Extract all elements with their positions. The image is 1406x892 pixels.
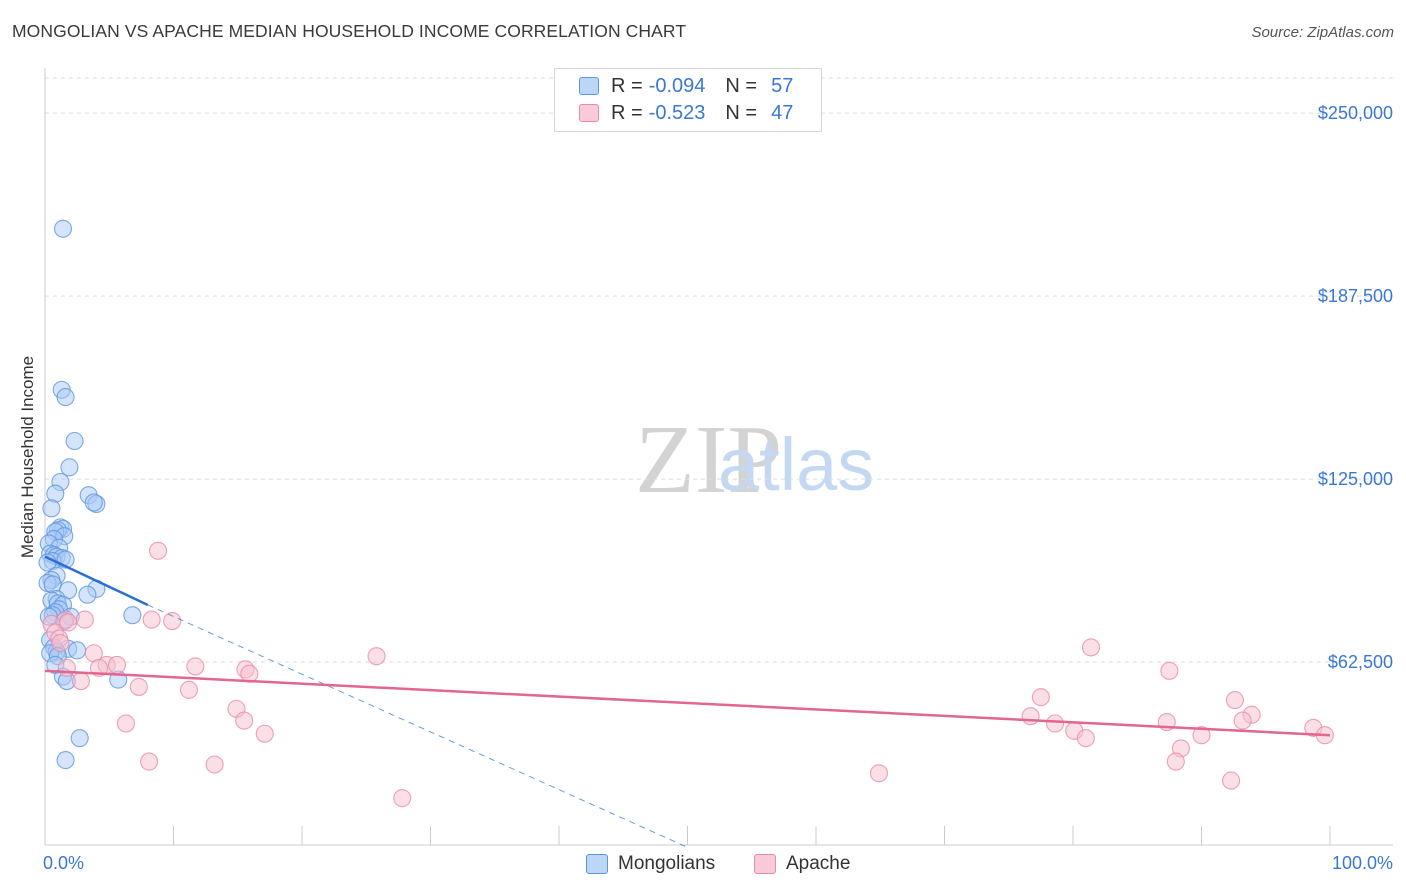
bottom-legend-label-mongolians: Mongolians (618, 853, 716, 874)
y-tick-label: $125,000 (1318, 469, 1393, 489)
apache-point (1225, 691, 1244, 710)
legend-n-label: N = (725, 101, 758, 124)
watermark-zip: ZIP (635, 406, 782, 514)
legend-r-value: -0.094 (648, 74, 706, 97)
apache-point (57, 658, 76, 677)
y-tick-label: $187,500 (1318, 286, 1393, 306)
x-tick-label: 100.0% (1332, 853, 1393, 873)
y-axis-label: Median Household Income (18, 356, 37, 558)
apache-point (367, 647, 386, 666)
legend-n-value: 47 (771, 101, 794, 124)
legend-r-label: R = (611, 74, 643, 97)
bottom-legend-swatch-apache (754, 854, 776, 874)
apache-point (1192, 726, 1211, 745)
apache-point (186, 657, 205, 676)
legend-r-value: -0.523 (648, 101, 706, 124)
legend-n-value: 57 (771, 74, 794, 97)
legend-swatch-apache (579, 104, 599, 122)
watermark: ZIP atlas (635, 406, 874, 514)
mongolian-point (56, 388, 75, 407)
watermark-atlas: atlas (718, 423, 874, 506)
legend-row-mongolians: R = -0.094 N = 57 (579, 74, 793, 98)
apache-point (1081, 638, 1101, 657)
legend-row-apache: R = -0.523 N = 47 (579, 101, 793, 125)
mongolian-point (42, 499, 61, 518)
apache-point (235, 711, 254, 730)
apache-point (107, 655, 127, 675)
apache-point (1076, 729, 1095, 748)
bottom-legend-mongolians: Mongolians (586, 851, 715, 877)
apache-point (140, 752, 159, 771)
apache-point (1160, 661, 1179, 680)
legend-swatch-mongolians (579, 77, 599, 95)
apache-point (1166, 752, 1185, 771)
mongolian-point (123, 606, 142, 625)
apache-point (393, 789, 412, 808)
chart-title: MONGOLIAN VS APACHE MEDIAN HOUSEHOLD INC… (12, 21, 687, 41)
x-tick-label: 0.0% (43, 853, 84, 873)
y-tick-label: $62,500 (1328, 652, 1393, 672)
apache-point (179, 680, 198, 699)
apache-point (149, 541, 168, 560)
apache-point (75, 610, 94, 629)
apache-point (116, 714, 136, 733)
mongolian-point (70, 729, 89, 748)
legend: R = -0.094 N = 57 R = -0.523 N = 47 (554, 68, 822, 132)
apache-point (1031, 688, 1050, 707)
apache-point (163, 611, 182, 631)
apache-point (205, 755, 224, 774)
mongolian-point (56, 751, 75, 770)
apache-point (1045, 714, 1065, 733)
mongolian-point (68, 641, 87, 660)
y-tick-label: $250,000 (1318, 103, 1393, 123)
apache-point (51, 633, 70, 653)
mongolian-point (65, 431, 84, 451)
source-label: Source: ZipAtlas.com (1251, 24, 1394, 41)
legend-r-label: R = (611, 101, 643, 124)
bottom-legend-swatch-mongolians (586, 854, 608, 874)
apache-point (1222, 771, 1241, 790)
mongolian-trend-line (44, 555, 149, 607)
mongolian-point (84, 493, 103, 512)
apache-point (1233, 711, 1252, 730)
mongolian-trend-extension (147, 604, 688, 848)
apache-trend-line (44, 669, 1331, 737)
mongolian-point (53, 219, 73, 238)
bottom-legend-label-apache: Apache (786, 853, 851, 874)
apache-point (869, 764, 889, 783)
legend-n-label: N = (725, 74, 758, 97)
bottom-legend-apache: Apache (754, 851, 850, 877)
apache-point (255, 724, 274, 743)
mongolian-point (60, 458, 79, 477)
apache-point (129, 677, 148, 696)
apache-point (71, 672, 91, 691)
mongolian-point (78, 585, 97, 604)
apache-point (142, 610, 161, 629)
apache-point (1021, 707, 1040, 726)
